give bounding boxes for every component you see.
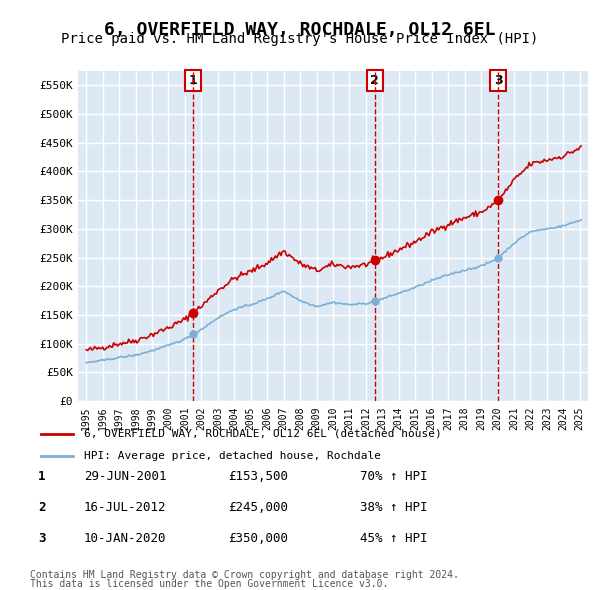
Text: 1: 1 <box>188 74 197 87</box>
Text: 2: 2 <box>38 501 46 514</box>
Text: 29-JUN-2001: 29-JUN-2001 <box>84 470 167 483</box>
Text: 45% ↑ HPI: 45% ↑ HPI <box>360 532 427 545</box>
Text: 38% ↑ HPI: 38% ↑ HPI <box>360 501 427 514</box>
Text: 1: 1 <box>38 470 46 483</box>
Text: 2: 2 <box>370 74 379 87</box>
Text: £153,500: £153,500 <box>228 470 288 483</box>
Text: 70% ↑ HPI: 70% ↑ HPI <box>360 470 427 483</box>
Text: 3: 3 <box>494 74 502 87</box>
Text: £245,000: £245,000 <box>228 501 288 514</box>
Text: £350,000: £350,000 <box>228 532 288 545</box>
Text: 10-JAN-2020: 10-JAN-2020 <box>84 532 167 545</box>
Text: This data is licensed under the Open Government Licence v3.0.: This data is licensed under the Open Gov… <box>30 579 388 589</box>
Text: Price paid vs. HM Land Registry's House Price Index (HPI): Price paid vs. HM Land Registry's House … <box>61 32 539 47</box>
Text: Contains HM Land Registry data © Crown copyright and database right 2024.: Contains HM Land Registry data © Crown c… <box>30 571 459 580</box>
Text: 6, OVERFIELD WAY, ROCHDALE, OL12 6EL (detached house): 6, OVERFIELD WAY, ROCHDALE, OL12 6EL (de… <box>84 429 442 438</box>
Text: 6, OVERFIELD WAY, ROCHDALE, OL12 6EL: 6, OVERFIELD WAY, ROCHDALE, OL12 6EL <box>104 21 496 39</box>
Text: 3: 3 <box>38 532 46 545</box>
Text: 16-JUL-2012: 16-JUL-2012 <box>84 501 167 514</box>
Text: HPI: Average price, detached house, Rochdale: HPI: Average price, detached house, Roch… <box>84 451 381 461</box>
